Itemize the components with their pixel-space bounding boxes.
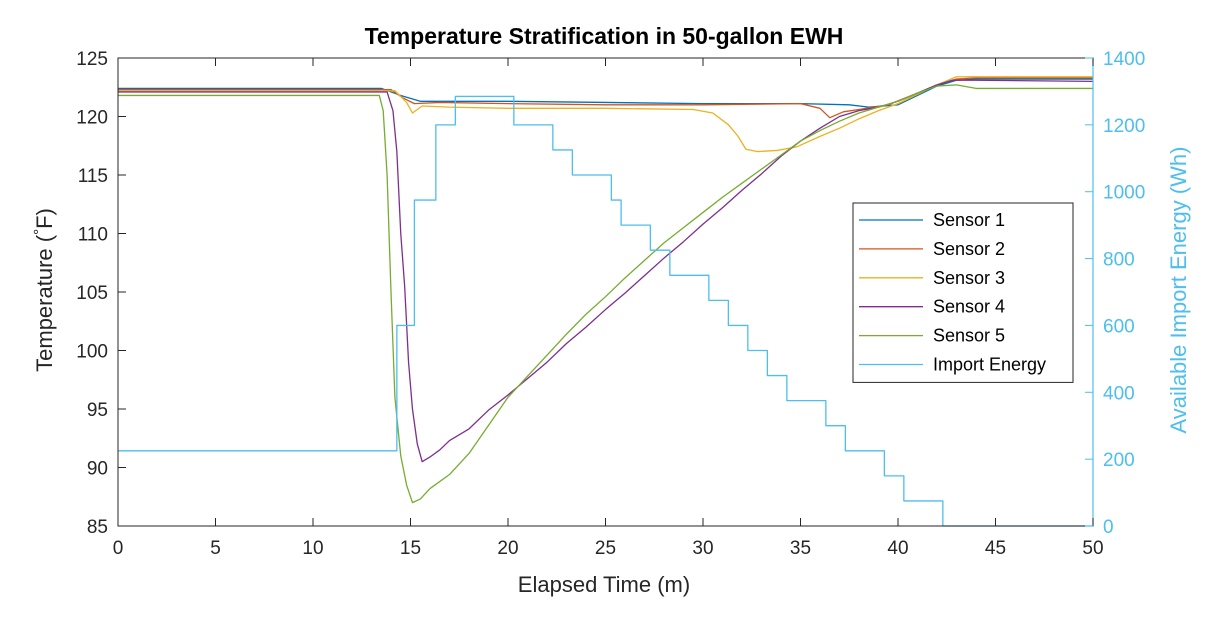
legend: Sensor 1 Sensor 2 Sensor 3 Sensor 4 Sensor 5… — [852, 202, 1074, 383]
series-line-1 — [118, 78, 1093, 108]
axes-layer: 0 5 10 15 20 25 30 35 40 45 50 85 90 95 100 105 110 115 12… — [76, 49, 1145, 559]
x-tick-label: 40 — [887, 538, 908, 559]
y-left-tick-label: 120 — [76, 108, 108, 129]
y-right-tick-label: 200 — [1103, 450, 1135, 471]
y-axis-label-left-unit: F) — [32, 208, 57, 229]
series-line-2 — [118, 77, 1093, 119]
y-left-tick-label: 105 — [76, 283, 108, 304]
chart-title: Temperature Stratification in 50-gallon … — [365, 23, 844, 49]
y-left-tick-label: 125 — [76, 49, 108, 70]
y-right-tick-label: 1000 — [1103, 183, 1145, 204]
y-right-tick-label: 800 — [1103, 250, 1135, 271]
series-line-3 — [118, 76, 1093, 153]
x-tick-label: 25 — [595, 538, 616, 559]
y-left-tick-label: 115 — [78, 166, 108, 187]
x-tick-label: 30 — [692, 538, 713, 559]
y-right-tick-label: 600 — [1103, 316, 1135, 337]
x-axis-label: Elapsed Time (m) — [518, 572, 690, 597]
series-line-4 — [118, 79, 1094, 463]
y-left-tick-label: 110 — [78, 225, 108, 246]
legend-label-2: Sensor 2 — [933, 239, 1005, 259]
y-axis-label-right: Available Import Energy (Wh) — [1166, 147, 1191, 434]
y-axis-label-left-degree: ° — [31, 229, 48, 235]
y-right-tick-label: 1200 — [1103, 116, 1145, 137]
y-left-tick-label: 85 — [87, 517, 108, 538]
x-tick-label: 45 — [985, 538, 1006, 559]
x-tick-label: 15 — [400, 538, 421, 559]
legend-label-4: Sensor 4 — [933, 297, 1005, 317]
legend-label-6: Import Energy — [933, 355, 1046, 375]
y-left-tick-label: 90 — [87, 459, 108, 480]
legend-label-5: Sensor 5 — [933, 326, 1005, 346]
x-tick-label: 10 — [302, 538, 323, 559]
legend-label-1: Sensor 1 — [933, 210, 1005, 230]
y-right-tick-label: 1400 — [1103, 49, 1145, 70]
y-axis-label-left-main: Temperature ( — [32, 234, 57, 372]
y-right-tick-label: 400 — [1103, 383, 1135, 404]
x-tick-label: 35 — [790, 538, 811, 559]
series-line-5 — [118, 84, 1093, 504]
y-left-tick-label: 100 — [76, 342, 108, 363]
y-left-tick-label: 95 — [87, 400, 108, 421]
x-tick-label: 20 — [497, 538, 518, 559]
x-tick-label: 5 — [210, 538, 221, 559]
legend-label-3: Sensor 3 — [933, 268, 1005, 288]
y-axis-label-left: Temperature (°F) — [31, 208, 58, 372]
x-tick-label: 0 — [113, 538, 124, 559]
plot-layer — [118, 76, 1094, 527]
legend-box — [852, 202, 1074, 383]
series-line-6 — [118, 95, 1093, 527]
y-right-tick-label: 0 — [1103, 517, 1114, 538]
x-tick-label: 50 — [1082, 538, 1103, 559]
